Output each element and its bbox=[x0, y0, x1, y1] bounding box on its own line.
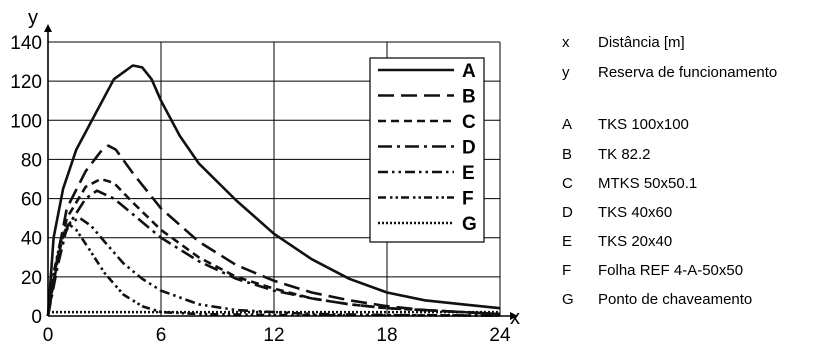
x-tick-label: 12 bbox=[263, 325, 284, 345]
x-tick-label: 18 bbox=[376, 325, 397, 345]
y-tick-label: 120 bbox=[10, 72, 42, 93]
y-tick-label: 100 bbox=[10, 111, 42, 132]
side-legend-text: Folha REF 4-A-50x50 bbox=[598, 262, 744, 279]
y-tick-label: 40 bbox=[21, 229, 42, 250]
x-tick-label: 6 bbox=[156, 325, 167, 345]
legend-box bbox=[369, 57, 485, 243]
side-legend-key: x bbox=[562, 34, 570, 51]
side-legend-text: TKS 100x100 bbox=[598, 116, 689, 133]
side-legend-key: y bbox=[562, 64, 570, 81]
side-legend-text: TKS 20x40 bbox=[598, 233, 673, 250]
tick-labels: 0 6 12 18 24 0 20 40 60 80 100 120 140 bbox=[10, 33, 511, 345]
side-legend-text: Ponto de chaveamento bbox=[598, 291, 753, 308]
side-legend-text: TK 82.2 bbox=[598, 146, 651, 163]
legend-label-f: F bbox=[462, 189, 474, 210]
legend-label-a: A bbox=[462, 61, 476, 82]
side-legend-key: B bbox=[562, 146, 573, 163]
y-tick-label: 80 bbox=[21, 150, 42, 171]
y-axis-arrow bbox=[44, 24, 52, 32]
side-legend-text: Distância [m] bbox=[598, 34, 685, 51]
legend-label-c: C bbox=[462, 112, 476, 133]
x-axis-arrow bbox=[510, 312, 518, 320]
y-tick-label: 60 bbox=[21, 190, 42, 211]
side-legend-key: D bbox=[562, 204, 573, 221]
series-line-a bbox=[46, 64, 501, 317]
side-legend-key: A bbox=[562, 116, 573, 133]
y-tick-label: 140 bbox=[10, 33, 42, 54]
side-legend-text: TKS 40x60 bbox=[598, 204, 673, 221]
y-tick-label: 0 bbox=[31, 307, 42, 328]
x-tick-label: 24 bbox=[489, 325, 511, 345]
side-legend-key: C bbox=[562, 175, 573, 192]
x-tick-label: 0 bbox=[43, 325, 54, 345]
series-line-b bbox=[46, 144, 501, 317]
series-line-d bbox=[46, 189, 501, 317]
y-tick-label: 20 bbox=[21, 268, 42, 289]
side-legend-key: F bbox=[562, 262, 572, 279]
legend-label-e: E bbox=[462, 163, 475, 184]
side-legend-text: MTKS 50x50.1 bbox=[598, 175, 698, 192]
side-legend-key: E bbox=[562, 233, 573, 250]
x-axis-label: x bbox=[510, 307, 520, 329]
series-line-c bbox=[46, 177, 501, 317]
legend-label-d: D bbox=[462, 138, 476, 159]
side-legend-key: G bbox=[562, 291, 574, 308]
series-line-f bbox=[46, 222, 501, 317]
side-legend-text: Reserva de funcionamento bbox=[598, 64, 778, 81]
series-lines bbox=[46, 64, 501, 317]
y-axis-label: y bbox=[28, 7, 38, 29]
axes bbox=[44, 24, 518, 320]
legend-label-g: G bbox=[462, 214, 477, 235]
legend-label-b: B bbox=[462, 87, 476, 108]
